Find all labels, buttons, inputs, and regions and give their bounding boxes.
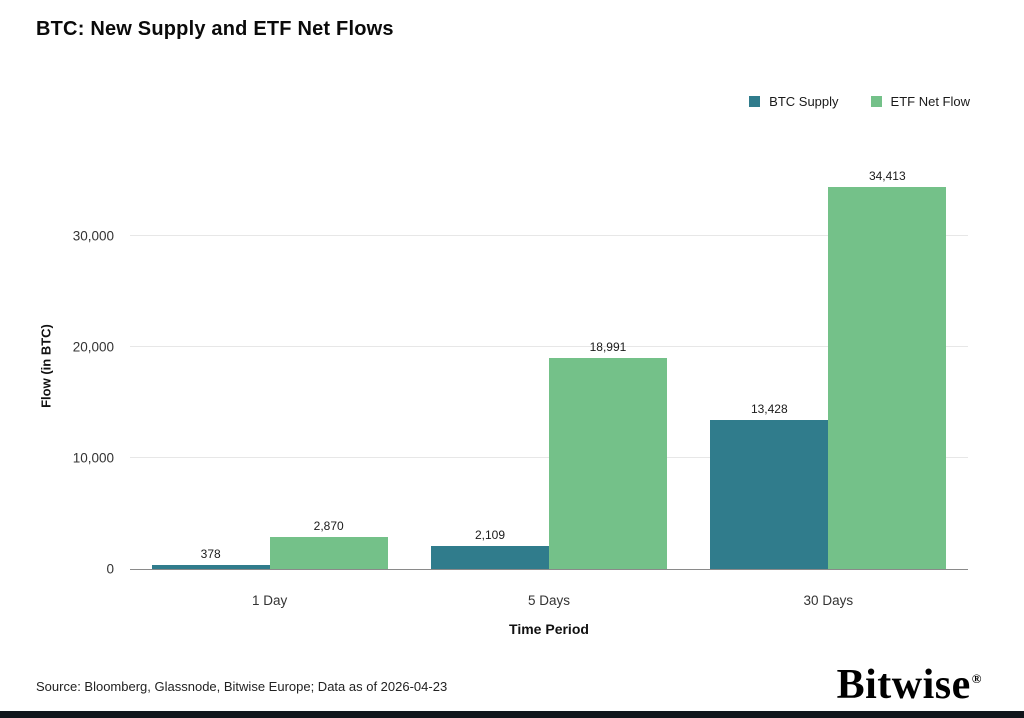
source-note: Source: Bloomberg, Glassnode, Bitwise Eu…	[36, 679, 448, 694]
bar-value-label: 378	[200, 546, 221, 561]
y-tick-label: 20,000	[72, 339, 114, 355]
legend: BTC Supply ETF Net Flow	[749, 94, 970, 109]
bar-column: 378	[151, 162, 270, 569]
bitwise-logo: Bitwise®	[837, 664, 982, 706]
brand-text: Bitwise	[836, 662, 971, 708]
gridline	[130, 235, 968, 237]
gridline	[130, 346, 968, 348]
bar-column: 18,991	[548, 162, 667, 569]
bar-group-5-days: 2,109 18,991	[409, 162, 688, 569]
legend-label: BTC Supply	[769, 94, 839, 109]
bar-etf-net-flow-5-days	[548, 358, 667, 569]
bar-group-1-day: 378 2,870	[130, 162, 409, 569]
y-axis-label: Flow (in BTC)	[38, 324, 54, 408]
x-tick-label: 1 Day	[252, 593, 288, 608]
y-tick-label: 30,000	[72, 228, 114, 244]
bar-column: 34,413	[828, 162, 947, 569]
legend-item-etf-net-flow: ETF Net Flow	[870, 94, 970, 109]
registered-mark-icon: ®	[971, 671, 982, 686]
bottom-window-edge	[0, 711, 1024, 718]
legend-label: ETF Net Flow	[890, 94, 970, 109]
y-tick-label: 0	[106, 561, 114, 577]
x-tick-label: 5 Days	[527, 593, 570, 608]
plot-area: 1 Day 5 Days 30 Days Time Period 0 10,000 20…	[73, 162, 968, 637]
bar-value-label: 18,991	[589, 340, 627, 355]
bar-btc-supply-1-day	[151, 564, 270, 569]
y-tick-label: 10,000	[72, 450, 114, 466]
legend-swatch-icon	[870, 96, 882, 107]
bar-etf-net-flow-30-days	[828, 187, 947, 569]
chart-title: BTC: New Supply and ETF Net Flows	[36, 18, 394, 40]
bar-btc-supply-5-days	[430, 545, 549, 569]
x-tick-label: 30 Days	[803, 593, 854, 608]
bar-column: 13,428	[710, 162, 829, 569]
x-tick-labels: 1 Day 5 Days 30 Days	[130, 593, 968, 608]
bar-groups: 378 2,870 2,109 18,991 13,428 34,413	[130, 162, 968, 569]
legend-swatch-icon	[749, 96, 761, 107]
bar-group-30-days: 13,428 34,413	[689, 162, 968, 569]
x-axis-label: Time Period	[509, 621, 589, 637]
bar-value-label: 2,109	[474, 527, 505, 542]
bar-etf-net-flow-1-day	[269, 537, 388, 569]
bar-column: 2,870	[269, 162, 388, 569]
legend-item-btc-supply: BTC Supply	[749, 94, 839, 109]
bar-value-label: 2,870	[313, 519, 344, 534]
bar-column: 2,109	[430, 162, 549, 569]
bar-value-label: 34,413	[868, 169, 906, 184]
bar-value-label: 13,428	[750, 402, 788, 417]
bar-btc-supply-30-days	[710, 420, 829, 569]
